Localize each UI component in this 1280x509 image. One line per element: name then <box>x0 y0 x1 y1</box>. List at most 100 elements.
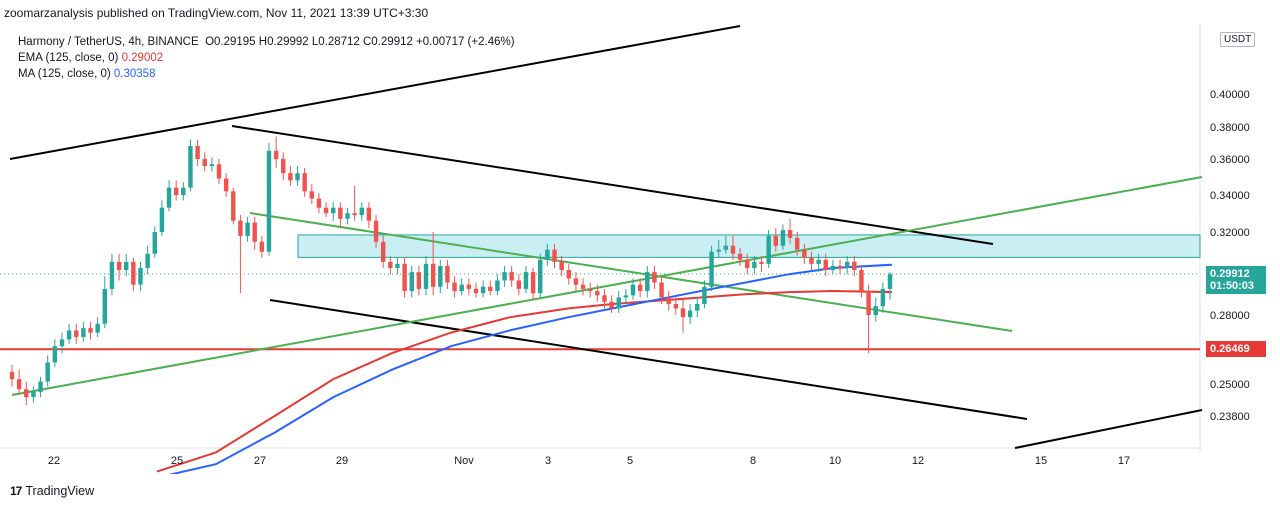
trendline-rising <box>11 176 1203 396</box>
channel-lower-outer <box>1014 409 1203 449</box>
candle-body <box>630 284 636 296</box>
candle-body <box>316 198 322 208</box>
candle-body <box>595 291 600 296</box>
candle-body <box>288 173 293 181</box>
candle-body <box>502 272 507 281</box>
candle-body <box>559 261 564 271</box>
currency-badge[interactable]: USDT <box>1220 32 1256 47</box>
candle-body <box>695 303 700 311</box>
legend-ma-value: 0.30358 <box>113 68 156 80</box>
candle-body <box>416 272 422 289</box>
candle-body <box>138 267 143 285</box>
time-tick-label: 17 <box>1118 455 1130 467</box>
candle-body <box>152 232 157 254</box>
candle-body <box>530 272 536 294</box>
candle-body <box>266 150 272 252</box>
channel-upper-inner <box>231 125 994 245</box>
candle-body <box>523 272 529 289</box>
time-tick-label: 3 <box>545 455 551 467</box>
time-tick-label: Nov <box>454 455 474 467</box>
candle-body <box>380 241 386 262</box>
last-price-badge: 0.29912 01:50:03 <box>1206 265 1266 294</box>
candle-body <box>794 237 800 250</box>
candle-body <box>859 270 864 292</box>
candle-body <box>787 230 793 238</box>
candle-body <box>866 291 871 315</box>
candle-body <box>852 261 857 271</box>
candle-body <box>645 272 650 292</box>
time-tick-label: 8 <box>750 455 756 467</box>
candle-body <box>766 235 771 264</box>
candle-body <box>552 249 557 262</box>
tradingview-logo[interactable]: 17 TradingView <box>10 484 94 498</box>
candle-body <box>359 207 364 216</box>
ma-125-line <box>168 263 893 474</box>
candle-body <box>730 245 736 254</box>
price-tick-label: 0.28000 <box>1210 310 1250 322</box>
price-tick-label: 0.23800 <box>1210 411 1250 423</box>
candle-body <box>281 159 286 174</box>
candle-body <box>495 280 500 292</box>
candle-body <box>31 391 36 398</box>
candle-body <box>445 265 450 283</box>
candle-body <box>802 249 807 258</box>
price-tick-label: 0.36000 <box>1210 154 1250 166</box>
candle-body <box>109 261 115 289</box>
candle-body <box>673 303 679 309</box>
time-tick-label: 25 <box>171 455 183 467</box>
legend-symbol-row: Harmony / TetherUS, 4h, BINANCE O0.29195… <box>18 34 515 50</box>
candle-body <box>188 145 193 188</box>
candle-body <box>209 164 215 167</box>
candle-body <box>159 207 165 232</box>
candle-body <box>737 253 743 260</box>
time-tick-label: 15 <box>1035 455 1047 467</box>
candle-body <box>388 261 393 268</box>
candle-body <box>309 191 315 199</box>
candle-body <box>466 284 472 289</box>
candle-body <box>637 284 643 292</box>
candle-body <box>45 362 50 382</box>
candle-body <box>331 207 336 214</box>
last-price-value: 0.29912 <box>1210 267 1250 280</box>
candle-body <box>844 261 850 268</box>
candle-body <box>74 330 79 338</box>
price-tick-label: 0.40000 <box>1210 89 1250 101</box>
candle-body <box>837 265 843 268</box>
legend-ma-row: MA (125, close, 0) 0.30358 <box>18 66 515 82</box>
candle-body <box>538 259 543 294</box>
candle-body <box>516 280 522 289</box>
candle-body <box>652 272 657 283</box>
candle-body <box>345 213 350 219</box>
trendline-falling <box>249 212 1013 332</box>
candle-body <box>223 178 229 192</box>
ema-125-line <box>156 289 893 473</box>
time-tick-label: 29 <box>336 455 348 467</box>
candle-body <box>202 159 207 167</box>
candle-body <box>880 288 886 307</box>
candle-body <box>480 286 486 294</box>
candle-body <box>809 257 814 264</box>
candle-body <box>409 272 414 292</box>
candle-body <box>887 274 893 289</box>
candle-body <box>759 261 764 264</box>
price-chart[interactable]: 0.40000 0.38000 0.36000 0.34000 0.32000 0.280… <box>0 24 1280 474</box>
candle-body <box>623 295 629 298</box>
candle-body <box>245 222 250 236</box>
candle-body <box>430 263 436 287</box>
candle-body <box>302 173 307 192</box>
legend-ma-label: MA (125, close, 0) <box>18 68 111 80</box>
candle-body <box>616 297 621 309</box>
price-tick-label: 0.38000 <box>1210 122 1250 134</box>
candle-body <box>716 249 721 252</box>
candle-body <box>473 288 479 294</box>
candle-body <box>81 328 86 338</box>
candle-body <box>66 330 72 340</box>
candle-body <box>166 187 172 208</box>
candle-body <box>352 213 357 216</box>
candle-body <box>338 207 343 219</box>
price-tick-label: 0.34000 <box>1210 190 1250 202</box>
candle-body <box>38 381 43 392</box>
candle-body <box>580 284 586 289</box>
candle-body <box>680 308 686 318</box>
candle-body <box>102 288 108 324</box>
